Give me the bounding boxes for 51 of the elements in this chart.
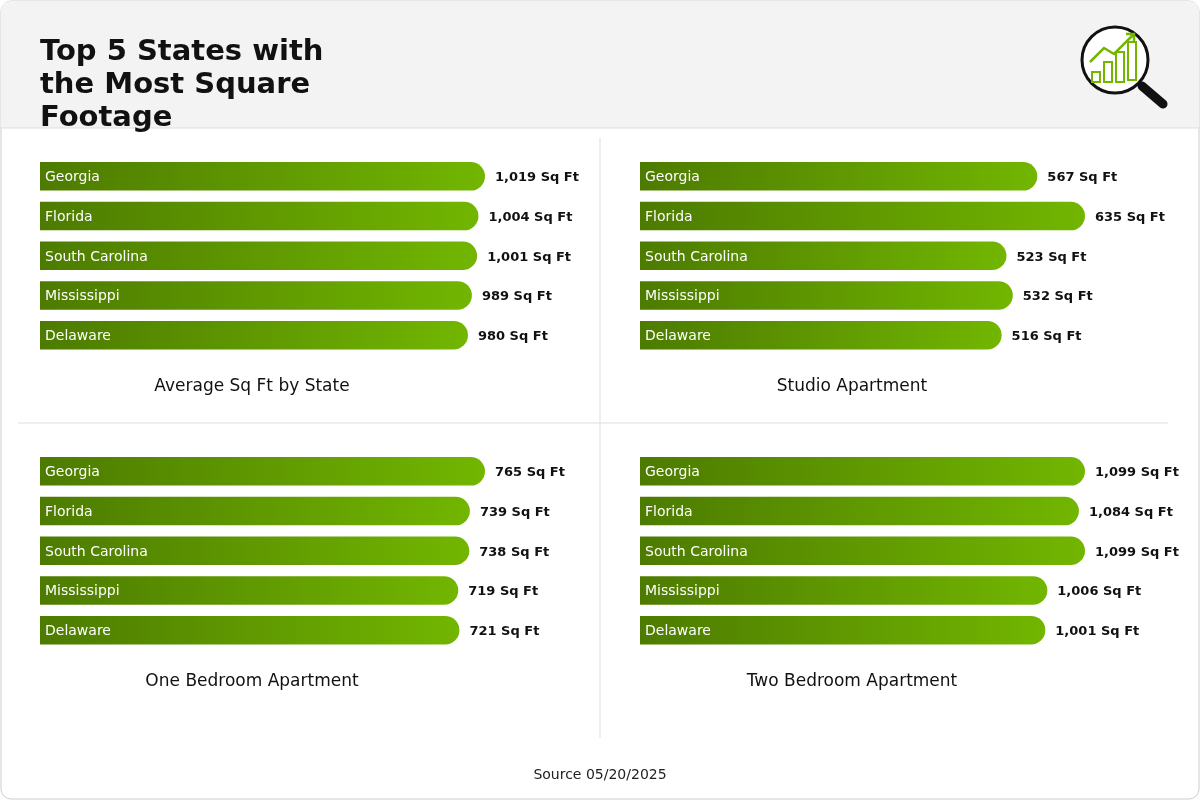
y-tick-label: Florida	[645, 208, 693, 225]
text: Two Bedroom Apartment	[745, 670, 958, 690]
y-tick-label: Mississippi	[45, 287, 120, 304]
y-tick-label: South Carolina	[645, 247, 748, 264]
data-label: 1,099 Sq Ft	[1095, 464, 1179, 480]
data-label: 516 Sq Ft	[1011, 328, 1082, 344]
y-tick-label: Georgia	[45, 168, 100, 185]
y-tick-label: South Carolina	[645, 542, 748, 559]
data-label: 739 Sq Ft	[479, 504, 550, 520]
y-tick-label: Florida	[45, 503, 93, 520]
y-tick-label: Georgia	[645, 168, 700, 185]
y-tick-label: Georgia	[45, 463, 100, 480]
y-tick-label: Mississippi	[645, 582, 720, 599]
y-tick-label: Mississippi	[645, 287, 720, 304]
bar	[640, 281, 1013, 310]
source-note: Source 05/20/2025	[533, 766, 667, 782]
data-label: 989 Sq Ft	[481, 288, 552, 304]
data-label: 1,084 Sq Ft	[1088, 504, 1173, 520]
data-label: 523 Sq Ft	[1016, 248, 1087, 264]
data-label: 1,001 Sq Ft	[1055, 623, 1140, 639]
text: Studio Apartment	[776, 375, 928, 395]
y-tick-label: Delaware	[645, 622, 711, 639]
data-label: 1,001 Sq Ft	[487, 248, 572, 264]
data-label: 721 Sq Ft	[469, 623, 540, 639]
bar	[640, 241, 1007, 271]
data-label: 1,004 Sq Ft	[488, 209, 573, 225]
text: Average Sq Ft by State	[154, 375, 350, 395]
data-label: 567 Sq Ft	[1047, 169, 1118, 185]
data-label: 980 Sq Ft	[477, 328, 548, 344]
data-label: 1,099 Sq Ft	[1095, 543, 1179, 559]
y-tick-label: Delaware	[45, 327, 111, 344]
y-tick-label: Florida	[645, 503, 693, 520]
y-tick-label: Delaware	[645, 327, 711, 344]
bar	[640, 201, 1085, 231]
data-label: 532 Sq Ft	[1022, 288, 1093, 304]
data-label: 1,019 Sq Ft	[495, 169, 579, 185]
y-tick-label: Delaware	[45, 622, 111, 639]
text: One Bedroom Apartment	[145, 670, 359, 690]
data-label: 1,006 Sq Ft	[1057, 583, 1142, 599]
y-tick-label: Georgia	[645, 463, 700, 480]
y-tick-label: Florida	[45, 208, 93, 225]
y-tick-label: South Carolina	[45, 247, 148, 264]
bar	[640, 162, 1038, 191]
data-label: 765 Sq Ft	[495, 464, 565, 480]
y-tick-label: South Carolina	[45, 542, 148, 559]
data-label: 719 Sq Ft	[468, 583, 539, 599]
data-label: 738 Sq Ft	[479, 543, 550, 559]
y-tick-label: Mississippi	[45, 582, 120, 599]
bar	[640, 320, 1002, 350]
data-label: 635 Sq Ft	[1095, 209, 1165, 225]
text: Top 5 States with the Most Square Footage	[40, 33, 324, 133]
